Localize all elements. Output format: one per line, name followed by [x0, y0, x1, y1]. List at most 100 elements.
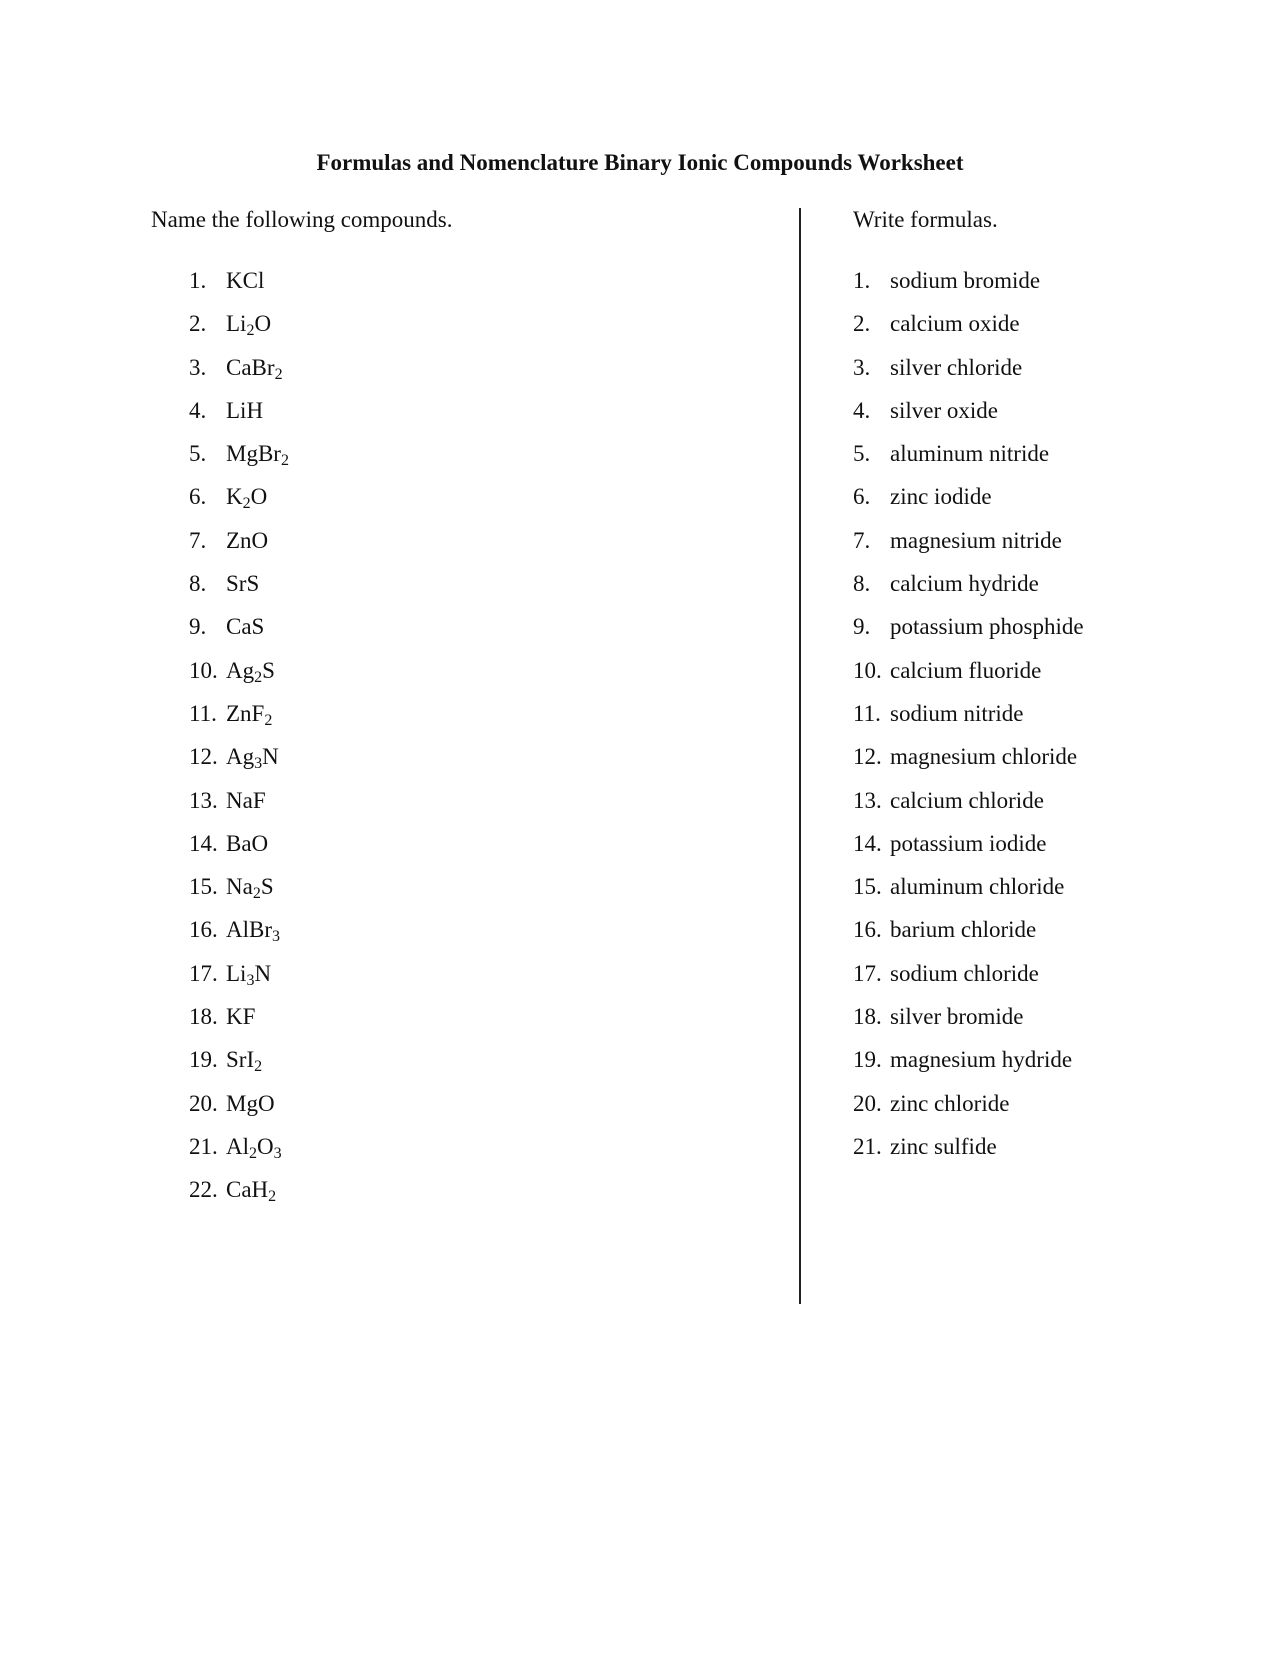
compound-item: 9. CaS — [189, 611, 289, 654]
item-number: 21. — [189, 1133, 218, 1159]
item-number: 3. — [853, 354, 871, 380]
compound-name: potassium iodide — [890, 830, 1047, 856]
compound-name: magnesium chloride — [890, 744, 1078, 770]
compound-name-item: 18. silver bromide — [853, 1001, 1084, 1044]
formula-text: Ag — [226, 744, 255, 770]
subscript: 3 — [254, 755, 263, 773]
formula-text: LiH — [226, 397, 264, 423]
item-number: 17. — [189, 960, 218, 986]
item-number: 14. — [189, 830, 218, 856]
formula-text: ZnF — [226, 700, 265, 726]
item-number: 4. — [853, 397, 871, 423]
compound-formula: SrS — [226, 571, 259, 596]
formula-text: MgO — [226, 1090, 275, 1116]
item-number: 21. — [853, 1133, 882, 1159]
compound-formula: K2O — [226, 484, 268, 512]
right-heading: Write formulas. — [853, 207, 998, 232]
compound-formula: Al2O3 — [226, 1133, 282, 1162]
item-number: 10. — [189, 657, 218, 683]
item-number: 18. — [189, 1004, 218, 1030]
compound-formula: Na2S — [226, 874, 274, 902]
item-number: 12. — [189, 744, 218, 770]
compound-formula: CaBr2 — [226, 355, 283, 383]
item-number: 7. — [853, 527, 871, 553]
compound-formula: MgBr2 — [226, 441, 289, 469]
compound-name-item: 2. calcium oxide — [853, 308, 1084, 351]
item-number: 1. — [853, 268, 871, 293]
formula-text: K — [226, 484, 243, 510]
compound-item: 8. SrS — [189, 568, 289, 611]
formula-text: Na — [226, 874, 253, 900]
compound-item: 1. KCl — [189, 265, 289, 308]
compound-item: 10. Ag2S — [189, 655, 289, 698]
formula-text: N — [254, 960, 272, 986]
compound-name: zinc chloride — [890, 1090, 1010, 1116]
item-number: 11. — [189, 700, 217, 726]
compound-name-item: 7. magnesium nitride — [853, 525, 1084, 568]
compound-name: aluminum nitride — [890, 441, 1050, 467]
formula-text: SrI — [226, 1047, 255, 1073]
item-number: 17. — [853, 960, 882, 986]
item-number: 15. — [853, 874, 882, 900]
compound-name: calcium chloride — [890, 787, 1044, 813]
compound-item: 3. CaBr2 — [189, 352, 289, 395]
compound-name-item: 21. zinc sulfide — [853, 1131, 1084, 1174]
compound-formula: Li3N — [226, 960, 272, 989]
compound-name-item: 5. aluminum nitride — [853, 438, 1084, 481]
compound-item: 2. Li2O — [189, 308, 289, 351]
compound-name-item: 19. magnesium hydride — [853, 1044, 1084, 1087]
compound-name: zinc iodide — [890, 484, 992, 510]
item-number: 6. — [853, 484, 871, 510]
formula-text: Li — [226, 311, 247, 337]
compound-item: 6. K2O — [189, 481, 289, 524]
item-number: 20. — [189, 1090, 218, 1116]
formula-text: Li — [226, 960, 247, 986]
compound-item: 14. BaO — [189, 828, 289, 871]
compound-formula: CaH2 — [226, 1177, 277, 1206]
compound-name-item: 1. sodium bromide — [853, 265, 1084, 308]
compound-formula: KCl — [226, 268, 264, 293]
compound-item: 15. Na2S — [189, 871, 289, 914]
column-divider — [799, 208, 801, 1304]
compound-list: 1. KCl 2. Li2O 3. CaBr2 4. LiH 5. MgBr2 6. K2O 7. ZnO… — [189, 265, 289, 1218]
item-number: 6. — [189, 484, 207, 510]
compound-name: silver chloride — [890, 354, 1023, 380]
compound-name-item: 8. calcium hydride — [853, 568, 1084, 611]
compound-name-item: 20. zinc chloride — [853, 1088, 1084, 1131]
subscript: 2 — [264, 711, 273, 729]
formula-text: O — [250, 484, 268, 510]
compound-name-item: 17. sodium chloride — [853, 958, 1084, 1001]
compound-item: 19. SrI2 — [189, 1044, 289, 1087]
item-number: 19. — [189, 1047, 218, 1073]
formula-text: KF — [226, 1004, 256, 1030]
item-number: 1. — [189, 268, 207, 293]
compound-formula: MgO — [226, 1091, 275, 1116]
item-number: 5. — [189, 441, 207, 467]
formula-text: Al — [226, 1133, 249, 1159]
compound-item: 22. CaH2 — [189, 1174, 289, 1217]
item-number: 15. — [189, 874, 218, 900]
item-number: 8. — [853, 571, 871, 597]
item-number: 13. — [189, 787, 218, 813]
compound-formula: Ag3N — [226, 744, 279, 773]
item-number: 16. — [853, 917, 882, 943]
compound-formula: ZnF2 — [226, 700, 273, 729]
formula-text: CaH — [226, 1177, 269, 1203]
item-number: 13. — [853, 787, 882, 813]
compound-name-item: 14. potassium iodide — [853, 828, 1084, 871]
item-number: 4. — [189, 397, 207, 423]
subscript: 2 — [254, 1058, 263, 1076]
worksheet-title: Formulas and Nomenclature Binary Ionic C… — [316, 150, 964, 175]
compound-name: sodium nitride — [890, 700, 1024, 726]
compound-formula: CaS — [226, 614, 264, 639]
subscript: 3 — [272, 928, 280, 946]
item-number: 18. — [853, 1004, 882, 1030]
compound-name-item: 13. calcium chloride — [853, 785, 1084, 828]
compound-name: zinc sulfide — [890, 1133, 997, 1159]
item-number: 14. — [853, 830, 882, 856]
compound-formula: Li2O — [226, 311, 271, 339]
compound-formula: LiH — [226, 398, 263, 423]
compound-formula: BaO — [226, 831, 268, 856]
subscript: 2 — [249, 1144, 257, 1162]
subscript: 2 — [268, 1188, 277, 1206]
